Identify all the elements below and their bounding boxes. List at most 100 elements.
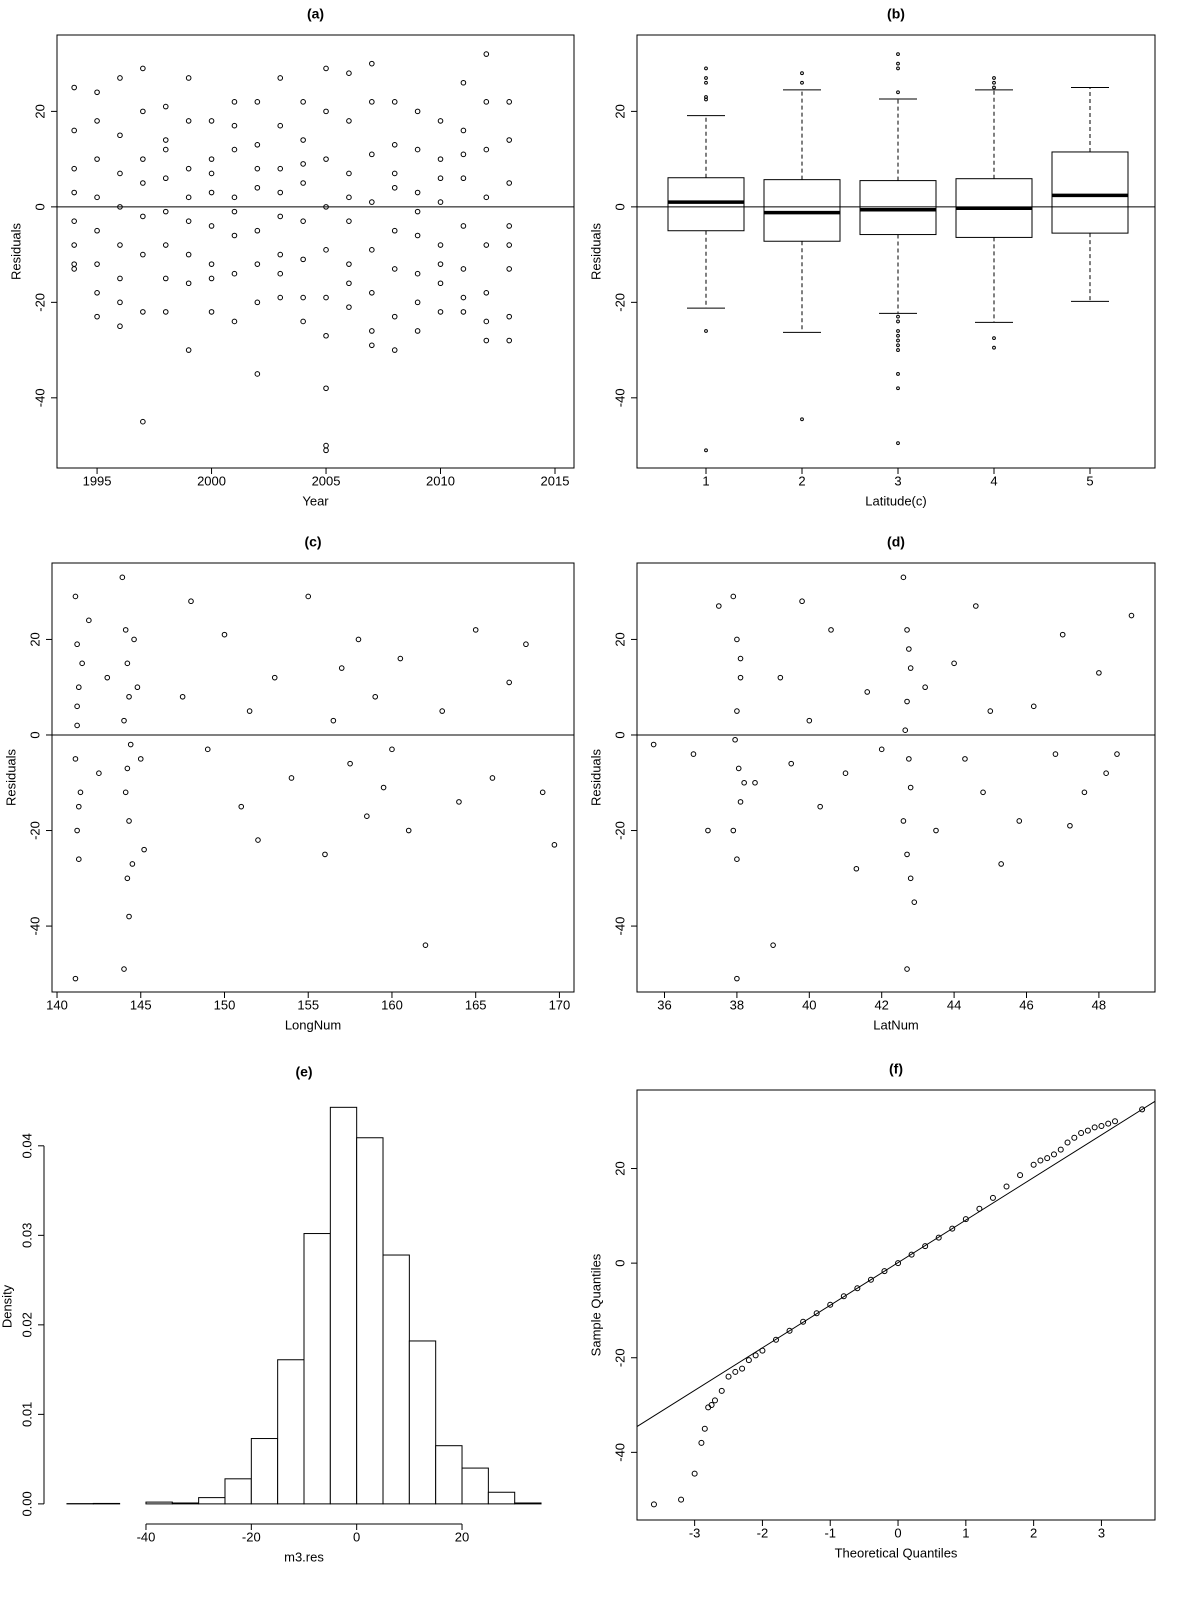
point (369, 99, 375, 105)
point (701, 1425, 708, 1432)
x-tick-label: 4 (990, 473, 997, 488)
y-tick-label: 20 (27, 632, 42, 646)
point (732, 1368, 739, 1375)
point (506, 223, 513, 229)
point (140, 251, 146, 258)
point (121, 717, 127, 724)
point (1067, 822, 1073, 829)
point (1111, 1118, 1118, 1125)
point (989, 1194, 996, 1201)
point (162, 208, 169, 215)
point (1139, 1106, 1146, 1113)
point (962, 1216, 969, 1223)
point (271, 674, 278, 681)
point (162, 275, 169, 282)
point (71, 84, 77, 91)
bar (487, 1491, 516, 1505)
outlier (896, 52, 900, 56)
point (185, 251, 192, 258)
point (369, 151, 375, 158)
point (735, 765, 742, 772)
point (140, 156, 146, 162)
point (126, 913, 132, 920)
point (277, 213, 284, 220)
point (208, 118, 215, 124)
outlier (896, 343, 900, 348)
y-tick-label: 0.03 (19, 1223, 34, 1248)
bar (382, 1254, 410, 1505)
point (137, 756, 144, 762)
point (389, 746, 395, 753)
point (405, 827, 412, 834)
box (859, 180, 937, 236)
point (907, 665, 914, 671)
point (437, 261, 444, 267)
point (71, 261, 77, 267)
point (741, 779, 747, 786)
point (277, 122, 284, 129)
point (922, 684, 928, 691)
x-axis-label: Year (302, 493, 329, 508)
panel-title: (d) (887, 534, 905, 550)
outlier (800, 71, 804, 76)
point (330, 717, 337, 724)
x-tick-label: 0 (894, 1525, 901, 1540)
point (483, 318, 490, 325)
point (300, 294, 306, 301)
point (238, 803, 245, 810)
point (369, 199, 375, 205)
point (777, 674, 784, 681)
point (208, 223, 215, 229)
point (1050, 1151, 1057, 1158)
x-tick-label: -3 (689, 1525, 701, 1540)
point (976, 1205, 983, 1212)
point (734, 708, 740, 714)
point (951, 660, 957, 667)
point (391, 266, 398, 272)
point (117, 170, 123, 177)
outlier (896, 90, 900, 95)
point (188, 598, 194, 605)
x-tick-label: 3 (894, 473, 901, 488)
point (346, 304, 352, 310)
point (346, 280, 352, 287)
point (739, 1365, 746, 1372)
point (300, 256, 306, 263)
point (346, 118, 352, 124)
point (902, 727, 909, 734)
point (277, 189, 284, 196)
y-tick-label: -20 (612, 1348, 627, 1367)
y-tick-label: 0.02 (19, 1312, 34, 1337)
point (799, 598, 805, 605)
point (895, 1260, 902, 1267)
point (74, 722, 80, 729)
point (650, 741, 657, 748)
point (506, 313, 513, 320)
point (1059, 631, 1066, 638)
point (162, 103, 169, 110)
point (414, 108, 421, 115)
point (881, 1268, 888, 1275)
y-tick-label: 20 (612, 632, 627, 646)
point (231, 232, 238, 239)
point (96, 770, 102, 777)
point (900, 574, 907, 581)
point (460, 151, 467, 158)
point (397, 655, 404, 662)
outlier (704, 95, 708, 99)
point (1105, 1120, 1112, 1127)
x-tick-label: 145 (130, 997, 152, 1012)
plot-frame (51, 562, 575, 993)
point (185, 280, 192, 287)
point (71, 127, 77, 134)
y-tick-label: 20 (612, 1161, 627, 1175)
point (231, 194, 238, 201)
point (208, 189, 215, 196)
point (827, 1301, 834, 1308)
x-tick-label: 5 (1086, 473, 1093, 488)
bar (408, 1340, 437, 1505)
point (506, 337, 513, 344)
point (414, 146, 421, 153)
point (483, 337, 490, 344)
point (933, 827, 939, 834)
